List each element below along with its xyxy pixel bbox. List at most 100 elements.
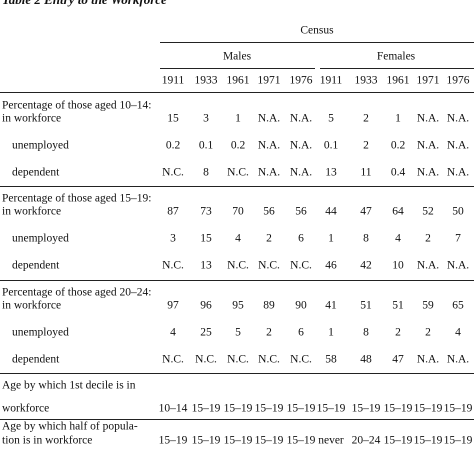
year-header: 1976 <box>446 74 470 87</box>
cell: 0.1 <box>198 139 214 152</box>
cell: 97 <box>167 299 179 312</box>
cell: 73 <box>200 205 212 218</box>
cell: 4 <box>235 232 241 245</box>
rule <box>160 68 315 69</box>
cell: 15–19 <box>254 402 284 415</box>
cell: 2 <box>363 139 369 152</box>
rule <box>0 92 474 93</box>
cell: 2 <box>363 112 369 125</box>
row-label: dependent <box>12 353 60 366</box>
cell: 52 <box>422 205 434 218</box>
cell: 58 <box>325 353 337 366</box>
year-header: 1961 <box>386 74 410 87</box>
cell: 15–19 <box>413 434 443 447</box>
rule <box>0 186 474 187</box>
cell: 1 <box>328 232 334 245</box>
cell: 70 <box>232 205 244 218</box>
section-heading: Age by which 1st decile is in <box>2 379 136 392</box>
cell: 89 <box>263 299 275 312</box>
row-label: in workforce <box>2 205 62 218</box>
cell: 15–19 <box>443 434 473 447</box>
cell: 0.2 <box>165 139 181 152</box>
row-label: in workforce <box>2 112 62 125</box>
cell: 10 <box>392 259 404 272</box>
cell: N.C. <box>227 166 249 179</box>
table-title: Table 2 Entry to the Workforce <box>2 0 167 8</box>
cell: N.C. <box>258 259 280 272</box>
year-header: 1911 <box>319 74 343 87</box>
cell: N.A. <box>446 166 470 179</box>
cell: 4 <box>170 326 176 339</box>
cell: 42 <box>360 259 372 272</box>
cell: 8 <box>363 232 369 245</box>
cell: 1 <box>395 112 401 125</box>
cell: 15–19 <box>223 434 253 447</box>
row-label: workforce <box>2 402 50 415</box>
year-header: 1933 <box>194 74 218 87</box>
cell: N.A. <box>416 259 440 272</box>
cell: N.C. <box>290 259 312 272</box>
cell: 8 <box>203 166 209 179</box>
cell: N.A. <box>446 353 470 366</box>
cell: 48 <box>360 353 372 366</box>
cell: N.A. <box>257 166 281 179</box>
section-heading: Percentage of those aged 10–14: <box>2 99 152 112</box>
cell: N.A. <box>289 112 313 125</box>
section-heading: Percentage of those aged 15–19: <box>2 192 152 205</box>
cell: 15–19 <box>254 434 284 447</box>
cell: 15–19 <box>351 402 381 415</box>
cell: 15–19 <box>223 402 253 415</box>
cell: 59 <box>422 299 434 312</box>
cell: 2 <box>266 232 272 245</box>
cell: 15–19 <box>413 402 443 415</box>
cell: 0.2 <box>230 139 246 152</box>
cell: 5 <box>235 326 241 339</box>
cell: 1 <box>235 112 241 125</box>
row-label: unemployed <box>12 139 69 152</box>
cell: 2 <box>266 326 272 339</box>
cell: 7 <box>455 232 461 245</box>
cell: N.A. <box>257 112 281 125</box>
cell: 51 <box>392 299 404 312</box>
cell: 1 <box>328 326 334 339</box>
cell: 15 <box>200 232 212 245</box>
cell: N.A. <box>416 139 440 152</box>
group-header: Males <box>222 50 252 63</box>
cell: 3 <box>203 112 209 125</box>
cell: never <box>318 434 344 447</box>
cell: 6 <box>298 232 304 245</box>
cell: 15–19 <box>191 434 221 447</box>
cell: N.A. <box>416 353 440 366</box>
rule <box>0 280 474 281</box>
cell: 46 <box>325 259 337 272</box>
cell: N.A. <box>416 166 440 179</box>
cell: N.A. <box>416 112 440 125</box>
rule <box>320 68 474 69</box>
cell: N.C. <box>290 353 312 366</box>
section-heading: Age by which half of popula- <box>2 420 138 433</box>
year-header: 1911 <box>161 74 185 87</box>
group-header: Females <box>376 50 416 63</box>
cell: 13 <box>325 166 337 179</box>
row-label: dependent <box>12 259 60 272</box>
cell: N.A. <box>446 139 470 152</box>
cell: N.A. <box>257 139 281 152</box>
cell: 15–19 <box>286 402 316 415</box>
cell: 0.4 <box>390 166 406 179</box>
cell: 11 <box>360 166 372 179</box>
cell: 95 <box>232 299 244 312</box>
cell: N.A. <box>289 166 313 179</box>
row-label: tion is in workforce <box>2 434 93 447</box>
rule <box>160 42 474 43</box>
cell: 96 <box>200 299 212 312</box>
row-label: unemployed <box>12 326 69 339</box>
cell: 47 <box>392 353 404 366</box>
year-header: 1971 <box>416 74 440 87</box>
cell: 65 <box>452 299 464 312</box>
cell: 50 <box>452 205 464 218</box>
year-header: 1961 <box>226 74 250 87</box>
cell: 6 <box>298 326 304 339</box>
cell: 15–19 <box>191 402 221 415</box>
cell: 15–19 <box>158 434 188 447</box>
